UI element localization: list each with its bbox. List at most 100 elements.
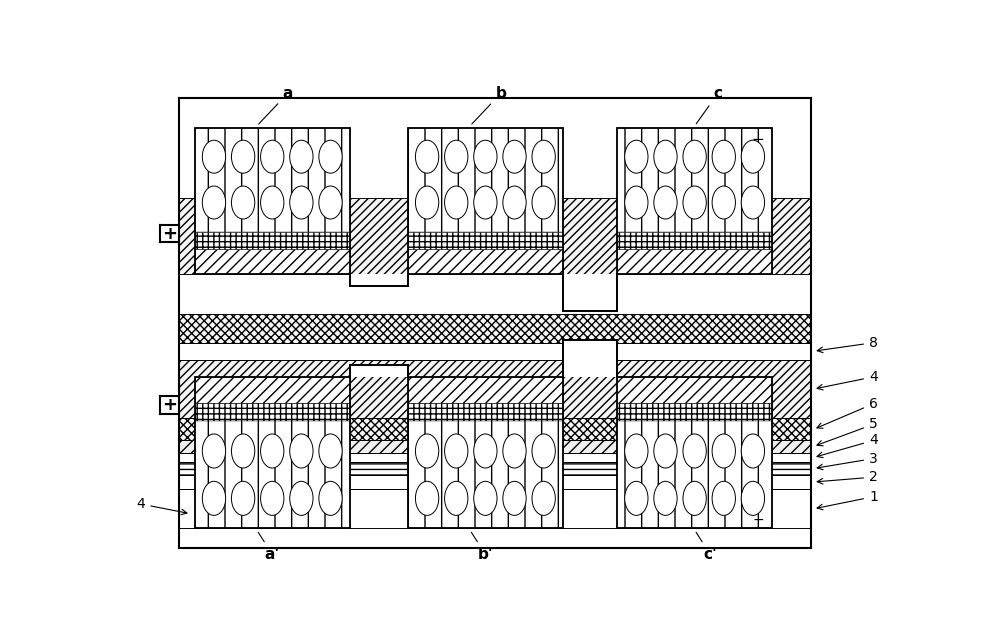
Ellipse shape <box>319 481 342 516</box>
Ellipse shape <box>319 434 342 468</box>
Ellipse shape <box>231 186 255 219</box>
Ellipse shape <box>683 481 706 516</box>
Ellipse shape <box>415 186 439 219</box>
Bar <box>408 128 563 232</box>
Bar <box>179 343 811 360</box>
Ellipse shape <box>231 434 255 468</box>
Ellipse shape <box>625 481 648 516</box>
Ellipse shape <box>712 434 735 468</box>
Bar <box>408 421 563 528</box>
Ellipse shape <box>202 140 226 173</box>
Ellipse shape <box>290 481 313 516</box>
Ellipse shape <box>625 140 648 173</box>
Ellipse shape <box>261 434 284 468</box>
Text: +: + <box>162 396 177 414</box>
Bar <box>179 441 811 453</box>
Ellipse shape <box>445 140 468 173</box>
Ellipse shape <box>712 481 735 516</box>
Bar <box>179 418 811 441</box>
Text: c: c <box>696 86 722 124</box>
Bar <box>617 377 772 528</box>
Ellipse shape <box>231 481 255 516</box>
Text: 2: 2 <box>817 470 878 484</box>
Bar <box>408 128 563 274</box>
Ellipse shape <box>474 140 497 173</box>
Bar <box>195 128 350 232</box>
Text: a': a' <box>258 532 280 562</box>
Ellipse shape <box>654 481 677 516</box>
Bar <box>408 232 563 250</box>
Ellipse shape <box>683 186 706 219</box>
Bar <box>408 250 563 274</box>
Ellipse shape <box>290 186 313 219</box>
Ellipse shape <box>532 481 555 516</box>
Ellipse shape <box>261 481 284 516</box>
Ellipse shape <box>683 434 706 468</box>
Ellipse shape <box>474 481 497 516</box>
Ellipse shape <box>654 140 677 173</box>
Bar <box>179 475 811 490</box>
Ellipse shape <box>503 140 526 173</box>
Bar <box>563 340 617 377</box>
Bar <box>617 421 772 528</box>
Bar <box>617 128 772 232</box>
Bar <box>195 232 350 250</box>
Ellipse shape <box>415 140 439 173</box>
Text: c': c' <box>696 532 717 562</box>
Ellipse shape <box>532 434 555 468</box>
Ellipse shape <box>654 434 677 468</box>
Ellipse shape <box>319 186 342 219</box>
Ellipse shape <box>202 481 226 516</box>
Bar <box>179 199 811 274</box>
Text: 4: 4 <box>817 370 878 390</box>
Text: a: a <box>259 86 293 124</box>
Bar <box>179 490 811 528</box>
Ellipse shape <box>445 481 468 516</box>
Ellipse shape <box>532 186 555 219</box>
Bar <box>617 232 772 250</box>
Bar <box>195 128 350 274</box>
Text: 4: 4 <box>817 434 878 458</box>
Ellipse shape <box>202 434 226 468</box>
Bar <box>179 453 811 462</box>
Bar <box>350 274 408 286</box>
Ellipse shape <box>741 434 765 468</box>
Bar <box>617 128 772 274</box>
Bar <box>195 377 350 528</box>
Bar <box>617 377 772 528</box>
Text: 1: 1 <box>817 490 878 510</box>
Bar <box>195 250 350 274</box>
Bar <box>195 377 350 528</box>
Bar <box>408 377 563 403</box>
Ellipse shape <box>261 186 284 219</box>
Ellipse shape <box>741 140 765 173</box>
Ellipse shape <box>741 481 765 516</box>
Text: 4: 4 <box>137 497 187 515</box>
Bar <box>195 421 350 528</box>
Text: −: − <box>752 132 765 147</box>
Ellipse shape <box>625 186 648 219</box>
Ellipse shape <box>290 434 313 468</box>
Ellipse shape <box>445 434 468 468</box>
Bar <box>179 360 811 418</box>
Ellipse shape <box>532 140 555 173</box>
Ellipse shape <box>415 434 439 468</box>
Ellipse shape <box>290 140 313 173</box>
Text: −: − <box>752 512 764 526</box>
Ellipse shape <box>474 434 497 468</box>
Ellipse shape <box>683 140 706 173</box>
Bar <box>350 364 408 377</box>
Bar <box>195 403 350 421</box>
Text: 8: 8 <box>817 336 878 352</box>
Ellipse shape <box>503 186 526 219</box>
Ellipse shape <box>445 186 468 219</box>
Text: 6: 6 <box>817 397 878 428</box>
Bar <box>179 462 811 475</box>
Text: 5: 5 <box>817 417 878 446</box>
Ellipse shape <box>202 186 226 219</box>
Bar <box>617 403 772 421</box>
Ellipse shape <box>503 434 526 468</box>
Ellipse shape <box>261 140 284 173</box>
Ellipse shape <box>712 140 735 173</box>
Ellipse shape <box>319 140 342 173</box>
